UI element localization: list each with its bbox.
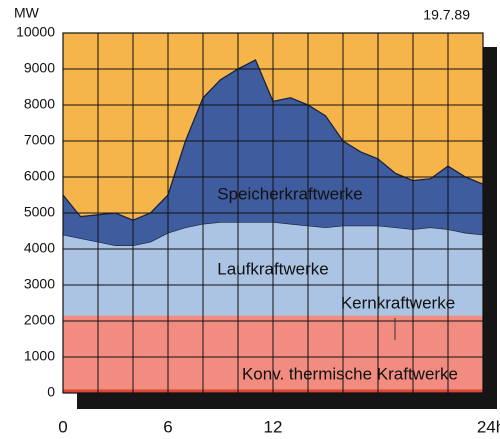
y-tick-label: 4000 <box>24 240 55 256</box>
date-label: 19.7.89 <box>423 7 470 23</box>
x-tick-label: 24h <box>477 417 500 436</box>
series-label: Laufkraftwerke <box>217 259 329 278</box>
y-unit-label: MW <box>14 5 40 21</box>
x-tick-label: 0 <box>58 417 67 436</box>
y-tick-label: 1000 <box>24 348 55 364</box>
y-tick-label: 2000 <box>24 312 55 328</box>
y-tick-label: 3000 <box>24 276 55 292</box>
series-label: Speicherkraftwerke <box>217 184 363 203</box>
y-tick-label: 0 <box>47 384 55 400</box>
series-label: Konv. thermische Kraftwerke <box>242 364 458 383</box>
y-tick-label: 6000 <box>24 168 55 184</box>
plot-frame <box>62 32 484 394</box>
x-tick-label: 6 <box>163 417 172 436</box>
y-tick-label: 5000 <box>24 204 55 220</box>
x-tick-label: 12 <box>264 417 283 436</box>
series-label: Kernkraftwerke <box>341 293 455 312</box>
y-tick-label: 9000 <box>24 60 55 76</box>
y-tick-label: 7000 <box>24 132 55 148</box>
y-tick-label: 8000 <box>24 96 55 112</box>
y-tick-label: 10000 <box>16 24 55 40</box>
